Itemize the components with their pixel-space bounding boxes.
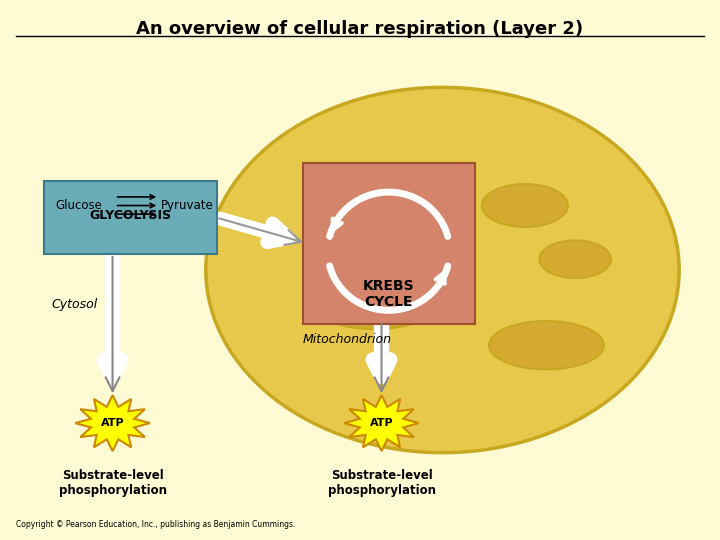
Ellipse shape (539, 240, 611, 278)
FancyBboxPatch shape (302, 163, 474, 323)
Polygon shape (76, 395, 150, 451)
Text: Substrate-level
phosphorylation: Substrate-level phosphorylation (328, 469, 436, 497)
Text: GLYCOLYSIS: GLYCOLYSIS (89, 208, 171, 221)
Text: Glucose: Glucose (55, 199, 102, 212)
Text: Substrate-level
phosphorylation: Substrate-level phosphorylation (58, 469, 166, 497)
Ellipse shape (489, 321, 604, 369)
Text: ATP: ATP (369, 418, 393, 428)
Text: Pyruvate: Pyruvate (161, 199, 213, 212)
FancyBboxPatch shape (45, 181, 217, 254)
Text: Copyright © Pearson Education, Inc., publishing as Benjamin Cummings.: Copyright © Pearson Education, Inc., pub… (16, 520, 295, 529)
Ellipse shape (482, 184, 568, 227)
Ellipse shape (206, 87, 679, 453)
Polygon shape (344, 395, 419, 451)
Text: ATP: ATP (101, 418, 125, 428)
Ellipse shape (310, 275, 439, 329)
Text: Mitochondrion: Mitochondrion (302, 333, 392, 346)
Text: Cytosol: Cytosol (52, 299, 98, 312)
Text: KREBS
CYCLE: KREBS CYCLE (363, 279, 415, 309)
Text: An overview of cellular respiration (Layer 2): An overview of cellular respiration (Lay… (136, 20, 584, 38)
